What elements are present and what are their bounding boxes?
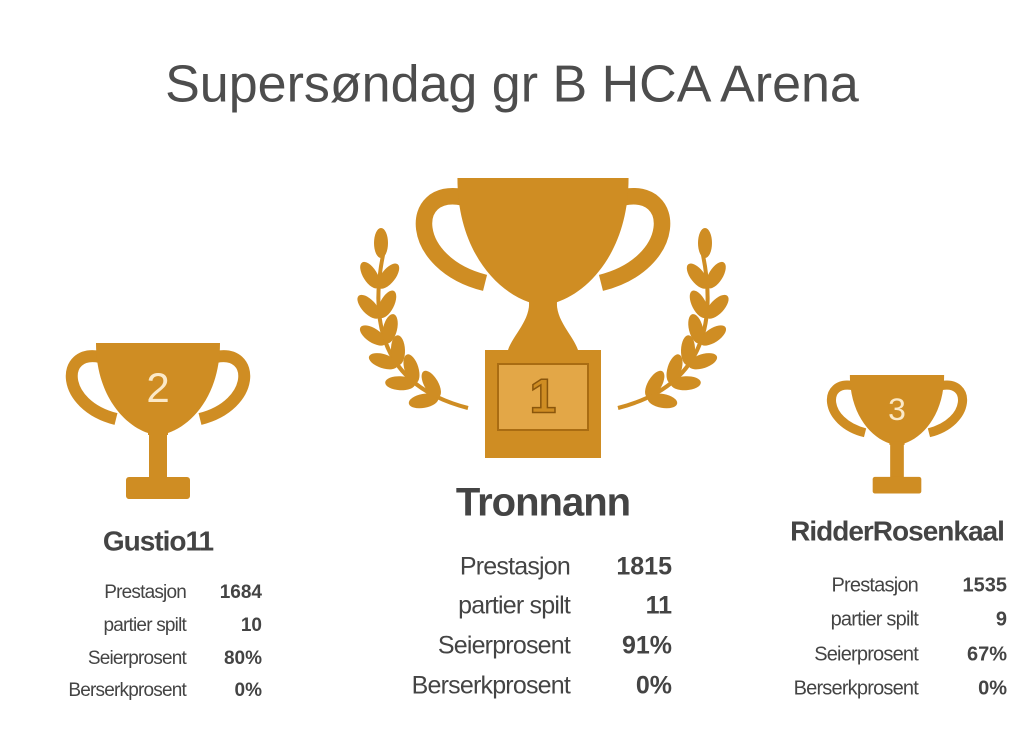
trophy-bowl (457, 178, 629, 305)
trophy-handle (65, 350, 118, 425)
trophy-stem (149, 431, 167, 479)
laurel-leaf (357, 294, 381, 319)
laurel-leaf (421, 370, 441, 398)
trophy-handle (415, 188, 488, 291)
trophy: 2 (65, 343, 251, 499)
laurel-leaf (645, 370, 665, 398)
stat-value: 1815 (616, 553, 672, 581)
laurel-leaf (705, 261, 726, 289)
stat-value: 11 (646, 592, 673, 620)
stat-label: Berserkprosent (412, 672, 571, 700)
stat-value: 1535 (963, 574, 1008, 596)
laurel-leaf (680, 335, 696, 366)
stat-label: Seierprosent (814, 643, 919, 665)
stat-label: Berserkprosent (794, 677, 920, 699)
laurel-leaf (374, 228, 388, 258)
stat-label: Seierprosent (438, 632, 571, 660)
player-name: Tronnann (456, 481, 630, 525)
trophy-base (126, 477, 190, 499)
rank-number: 1 (530, 371, 557, 424)
stat-label: Prestasjon (104, 582, 186, 603)
rank-number: 3 (888, 391, 906, 427)
laurel-leaf (688, 353, 718, 370)
stat-label: Seierprosent (88, 648, 188, 669)
trophy: 3 (826, 375, 968, 494)
laurel-leaf (360, 261, 381, 289)
trophy-handle (826, 380, 867, 438)
rank-number: 2 (146, 364, 169, 411)
stat-value: 67% (967, 643, 1007, 665)
trophy-bowl (849, 375, 945, 445)
laurel-leaf (666, 354, 683, 384)
laurel-leaf (359, 325, 387, 346)
stat-value: 0% (636, 672, 672, 700)
laurel-leaf (385, 376, 416, 391)
player-name: RidderRosenkaal (790, 515, 1004, 546)
laurel-leaf (368, 353, 398, 370)
stat-value: 0% (235, 680, 263, 701)
laurel-leaf (686, 263, 709, 289)
laurel-leaf (670, 376, 701, 391)
stat-label: partier spilt (458, 592, 571, 620)
stat-label: partier spilt (103, 615, 187, 636)
laurel-leaf (698, 228, 712, 258)
stat-value: 10 (241, 615, 262, 636)
trophy-handle (927, 380, 968, 438)
stat-value: 9 (996, 608, 1007, 630)
laurel-leaf (390, 335, 406, 366)
laurel-leaf (688, 314, 704, 344)
stat-value: 91% (622, 632, 672, 660)
trophy-handle (198, 350, 251, 425)
laurel-leaf (377, 263, 400, 289)
laurel-leaf (699, 325, 727, 346)
laurel-leaf (403, 354, 420, 384)
pedestal-plate (497, 363, 589, 431)
stat-label: Prestasjon (460, 553, 570, 581)
stat-value: 1684 (220, 582, 263, 603)
laurel-leaf (705, 294, 729, 319)
player-name: Gustio11 (103, 525, 214, 556)
stat-label: Prestasjon (832, 574, 919, 596)
trophy-stem (890, 441, 904, 479)
trophy-base (872, 476, 922, 494)
laurel-leaf (377, 290, 397, 318)
trophy-bowl (96, 343, 220, 435)
trophy-neck (508, 300, 578, 350)
stat-value: 80% (224, 648, 262, 669)
laurel-leaf (408, 393, 439, 409)
trophy (415, 178, 671, 305)
tournament-title: Supersøndag gr B HCA Arena (165, 56, 859, 114)
laurel-leaf (382, 314, 398, 344)
trophy-handle (598, 188, 671, 291)
stat-value: 0% (978, 677, 1007, 699)
stat-label: Berserkprosent (68, 680, 187, 701)
laurel-leaf (689, 290, 709, 318)
laurel-leaf (647, 393, 678, 409)
stat-label: partier spilt (831, 608, 920, 630)
